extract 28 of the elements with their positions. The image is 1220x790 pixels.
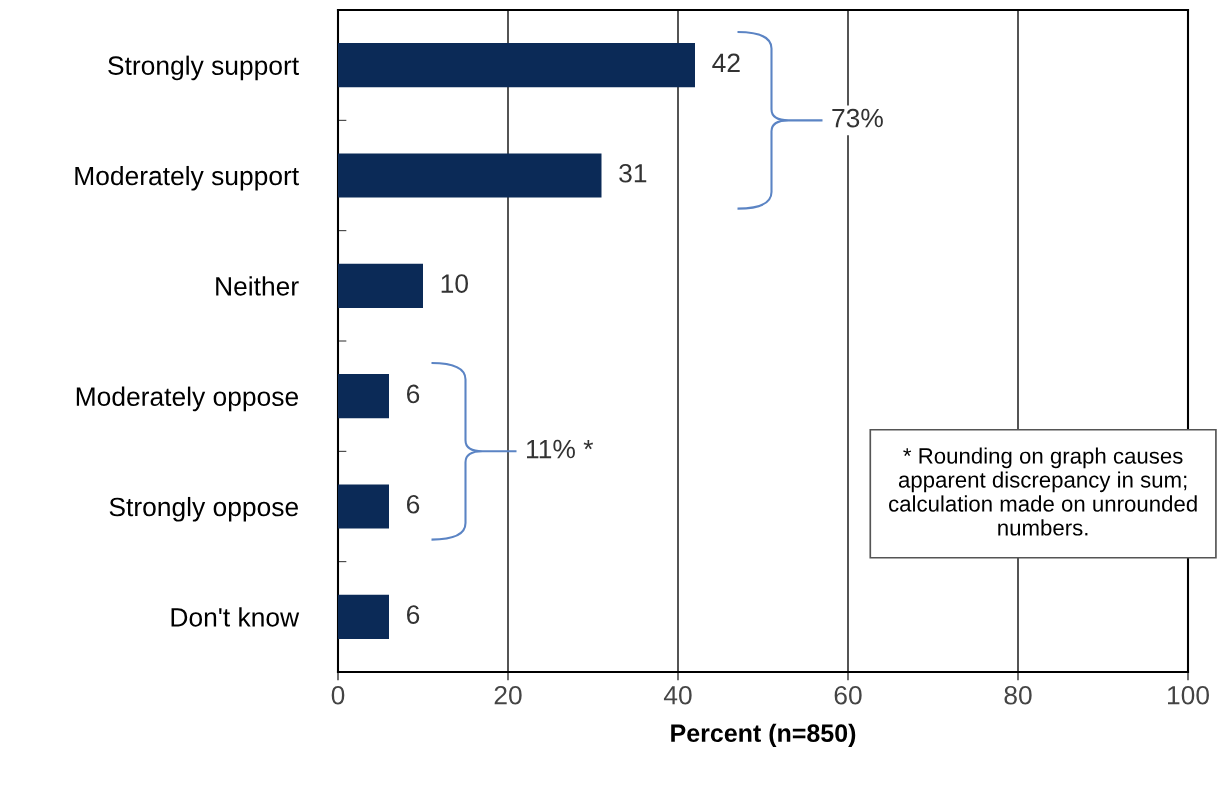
bar (338, 263, 423, 308)
data-label: 10 (441, 274, 468, 293)
y-tick-label: Moderately support (75, 165, 299, 191)
data-label: 6 (407, 494, 420, 514)
data-label: 6 (407, 384, 420, 404)
data-label: 6 (407, 605, 420, 624)
y-tick-label: Strongly oppose (109, 496, 298, 522)
x-axis-title: Percent (n=850) (671, 723, 856, 747)
annotation: 73% (832, 108, 883, 128)
y-tick-label: Moderately oppose (76, 386, 298, 412)
annotation: * Rounding on graph causes apparent discrepancy in sum; calculation made on unrounded numbers. (889, 447, 1197, 536)
bar (338, 594, 389, 639)
y-tick-label: Neither (216, 276, 299, 296)
y-tick-label: Don't know (171, 607, 300, 627)
x-tick-label: 80 (1004, 685, 1032, 705)
data-label: 31 (619, 163, 647, 183)
data-label: 42 (712, 53, 740, 72)
bar (338, 43, 695, 88)
x-tick-label: 100 (1168, 685, 1209, 705)
annotation: 11% * (527, 439, 594, 459)
bar (338, 153, 602, 198)
bar (338, 484, 389, 529)
bar (338, 374, 389, 419)
x-tick-label: 0 (331, 685, 345, 705)
y-tick-label: Strongly support (108, 55, 299, 81)
x-tick-label: 20 (494, 685, 522, 705)
x-tick-label: 40 (663, 685, 692, 705)
x-tick-label: 60 (834, 685, 862, 705)
